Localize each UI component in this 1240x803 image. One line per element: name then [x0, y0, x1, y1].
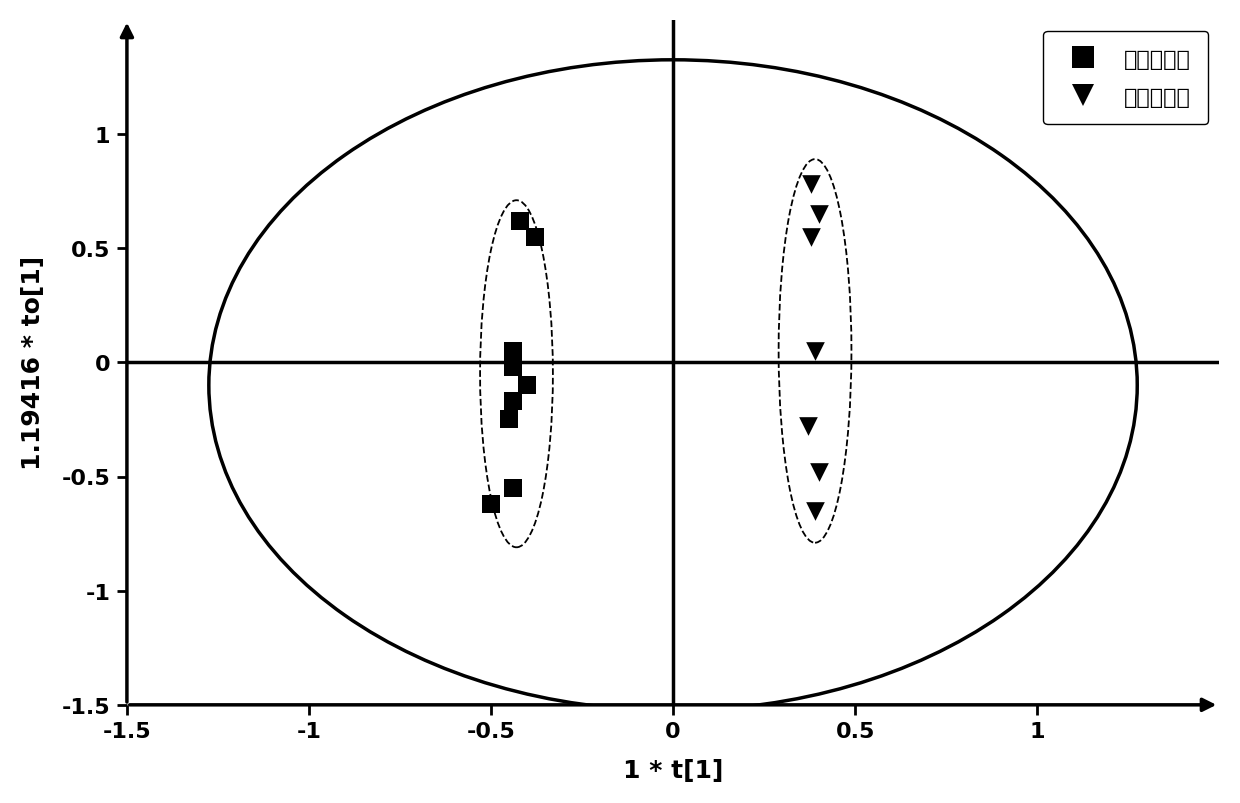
Point — [481, 498, 501, 511]
Point — [805, 505, 825, 518]
Point — [503, 482, 523, 495]
Y-axis label: 1.19416 * to[1]: 1.19416 * to[1] — [21, 256, 45, 470]
Point — [510, 215, 529, 228]
Point — [517, 379, 537, 392]
Point — [525, 231, 544, 244]
Point — [808, 208, 828, 221]
Point — [801, 178, 821, 191]
Point — [797, 420, 817, 433]
Point — [805, 345, 825, 358]
Point — [801, 231, 821, 244]
Point — [503, 361, 523, 374]
Point — [503, 345, 523, 358]
Point — [500, 414, 520, 426]
X-axis label: 1 * t[1]: 1 * t[1] — [622, 758, 723, 782]
Legend: 普通苹果组, 有机苹果组: 普通苹果组, 有机苹果组 — [1043, 32, 1208, 125]
Point — [503, 395, 523, 408]
Point — [808, 466, 828, 479]
